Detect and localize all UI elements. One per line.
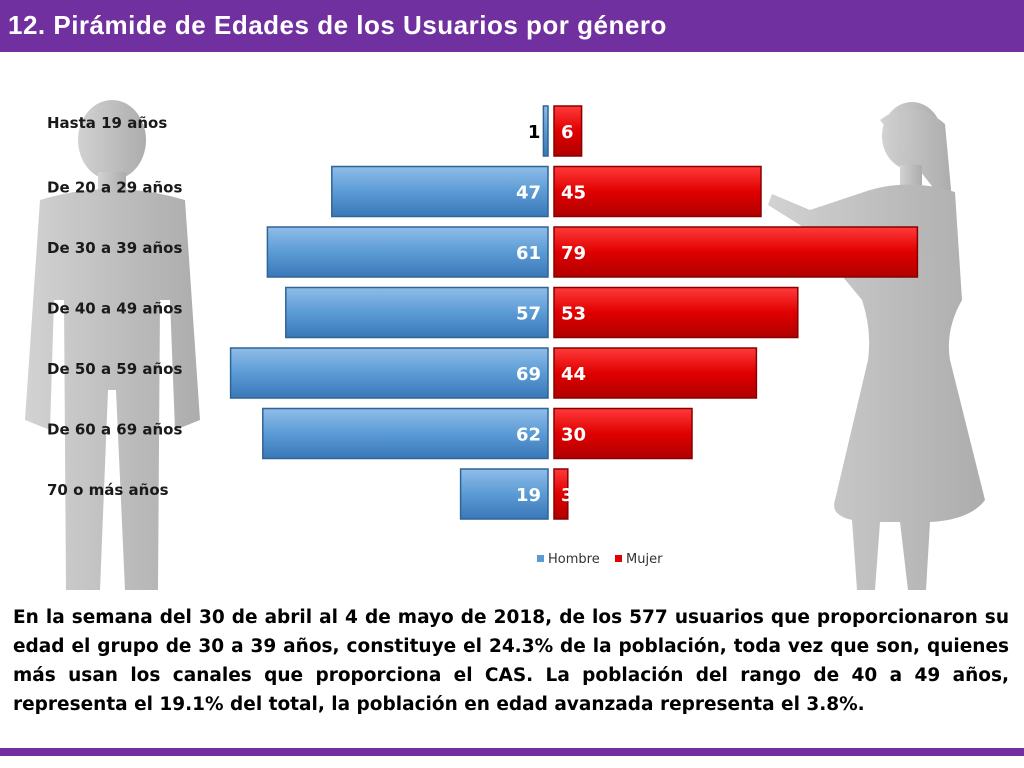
bar-mujer-4 [553,347,758,399]
bars-group: 1 6 47 45 61 79 57 53 69 44 62 30 19 3 [229,105,919,520]
category-label-6: 70 o más años [47,481,169,499]
category-label-5: De 60 a 69 años [47,421,182,439]
legend-label-0: Hombre [548,552,600,567]
category-label-4: De 50 a 59 años [47,360,182,378]
population-pyramid-chart: 1 6 47 45 61 79 57 53 69 44 62 30 19 3 Hasta 19 años D… [25,100,985,590]
bar-mujer-6 [553,468,569,520]
bar-hombre-4 [229,347,549,399]
data-label-mujer-0: 6 [561,122,574,143]
data-label-mujer-5: 30 [561,425,586,446]
data-label-mujer-3: 53 [561,304,586,325]
data-label-mujer-1: 45 [561,183,586,204]
bar-mujer-0 [553,105,583,157]
category-labels: Hasta 19 años De 20 a 29 años De 30 a 39 a… [47,114,182,499]
data-label-hombre-2: 61 [516,243,541,264]
bar-hombre-6 [459,468,549,520]
legend: Hombre Mujer [537,552,663,567]
data-label-hombre-4: 69 [516,364,541,385]
summary-paragraph: En la semana del 30 de abril al 4 de may… [13,607,1009,715]
data-label-mujer-4: 44 [561,364,586,385]
data-label-mujer-2: 79 [561,243,586,264]
category-label-2: De 30 a 39 años [47,239,182,257]
bar-hombre-3 [285,286,549,339]
category-label-0: Hasta 19 años [47,114,167,132]
bar-hombre-0 [542,105,549,157]
legend-swatch-1 [615,555,622,562]
data-label-hombre-0: 1 [528,122,541,143]
data-label-hombre-3: 57 [516,304,541,325]
category-label-1: De 20 a 29 años [47,179,182,197]
bar-mujer-1 [553,165,762,218]
data-label-hombre-6: 19 [516,485,541,506]
bottom-bar [0,748,1024,756]
legend-label-1: Mujer [626,552,663,567]
female-silhouette-icon [768,102,985,590]
bar-hombre-2 [266,226,549,278]
category-label-3: De 40 a 49 años [47,300,182,318]
bar-mujer-2 [553,226,919,278]
data-label-hombre-1: 47 [516,183,541,204]
bar-hombre-1 [331,165,549,218]
data-label-mujer-6: 3 [561,485,574,506]
legend-swatch-0 [537,555,544,562]
bar-mujer-3 [553,286,799,339]
data-label-hombre-5: 62 [516,425,541,446]
bar-hombre-5 [262,407,549,460]
title-bar: 12. Pirámide de Edades de los Usuarios p… [0,0,1024,52]
page-title: 12. Pirámide de Edades de los Usuarios p… [8,10,667,40]
bar-mujer-5 [553,407,693,460]
male-silhouette-icon [25,100,200,590]
